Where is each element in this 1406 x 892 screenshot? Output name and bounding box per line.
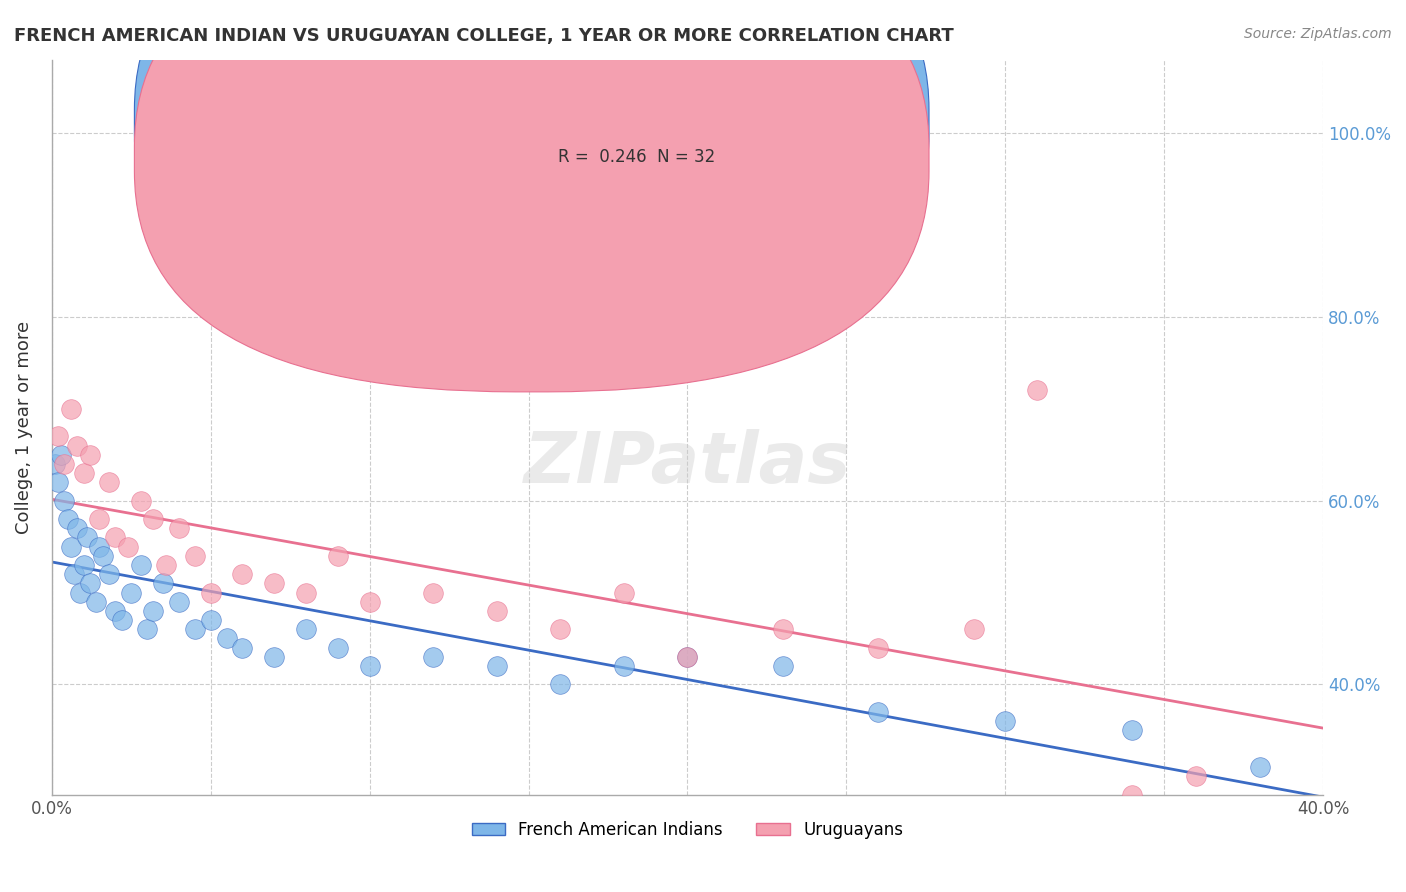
Text: FRENCH AMERICAN INDIAN VS URUGUAYAN COLLEGE, 1 YEAR OR MORE CORRELATION CHART: FRENCH AMERICAN INDIAN VS URUGUAYAN COLL… bbox=[14, 27, 953, 45]
Point bbox=[79, 576, 101, 591]
Point bbox=[184, 549, 207, 563]
Point bbox=[485, 604, 508, 618]
Point bbox=[56, 512, 79, 526]
Point bbox=[994, 714, 1017, 729]
Point bbox=[66, 521, 89, 535]
Text: Source: ZipAtlas.com: Source: ZipAtlas.com bbox=[1244, 27, 1392, 41]
Point bbox=[44, 457, 66, 471]
Point bbox=[152, 576, 174, 591]
Point bbox=[326, 640, 349, 655]
Point bbox=[485, 659, 508, 673]
Point bbox=[1026, 384, 1049, 398]
Point bbox=[231, 640, 253, 655]
Point bbox=[155, 558, 177, 572]
Point bbox=[53, 457, 76, 471]
Point bbox=[142, 604, 165, 618]
Point bbox=[69, 585, 91, 599]
FancyBboxPatch shape bbox=[135, 0, 929, 392]
Point bbox=[295, 623, 318, 637]
Point bbox=[59, 401, 82, 416]
Point bbox=[231, 567, 253, 582]
Point bbox=[72, 466, 94, 480]
Point bbox=[63, 567, 86, 582]
Point bbox=[1249, 760, 1271, 774]
Point bbox=[104, 530, 127, 544]
Point bbox=[120, 585, 142, 599]
Point bbox=[79, 448, 101, 462]
Point bbox=[263, 649, 285, 664]
Point bbox=[142, 512, 165, 526]
Point bbox=[1185, 769, 1208, 783]
Point bbox=[97, 567, 120, 582]
FancyBboxPatch shape bbox=[496, 89, 852, 192]
Point bbox=[868, 640, 890, 655]
Point bbox=[117, 540, 139, 554]
Point bbox=[215, 632, 238, 646]
FancyBboxPatch shape bbox=[135, 0, 929, 355]
Point bbox=[550, 623, 572, 637]
Point bbox=[868, 705, 890, 719]
Point bbox=[772, 623, 794, 637]
Point bbox=[97, 475, 120, 490]
Point bbox=[84, 595, 107, 609]
Point bbox=[167, 521, 190, 535]
Point bbox=[104, 604, 127, 618]
Point bbox=[359, 659, 381, 673]
Point bbox=[676, 649, 699, 664]
Point bbox=[89, 540, 111, 554]
Point bbox=[1121, 788, 1143, 802]
Point bbox=[263, 576, 285, 591]
Point bbox=[136, 623, 159, 637]
Point bbox=[72, 558, 94, 572]
Point bbox=[51, 448, 73, 462]
Point bbox=[550, 677, 572, 691]
Point bbox=[59, 540, 82, 554]
Point bbox=[167, 595, 190, 609]
Point bbox=[613, 659, 636, 673]
Point bbox=[111, 613, 134, 627]
Point bbox=[46, 429, 69, 443]
Point bbox=[184, 623, 207, 637]
Text: ZIPatlas: ZIPatlas bbox=[524, 429, 851, 499]
Text: R =  0.246  N = 32: R = 0.246 N = 32 bbox=[558, 148, 716, 166]
Point bbox=[962, 623, 984, 637]
Point bbox=[772, 659, 794, 673]
Point bbox=[295, 585, 318, 599]
Text: R = -0.409  N = 42: R = -0.409 N = 42 bbox=[558, 111, 716, 128]
Point bbox=[129, 558, 152, 572]
Point bbox=[91, 549, 114, 563]
Point bbox=[200, 585, 222, 599]
Point bbox=[422, 585, 444, 599]
Point bbox=[359, 595, 381, 609]
Point bbox=[326, 549, 349, 563]
Point bbox=[676, 649, 699, 664]
Point bbox=[422, 649, 444, 664]
Point bbox=[129, 493, 152, 508]
Point bbox=[613, 585, 636, 599]
Point bbox=[66, 438, 89, 452]
Point bbox=[200, 613, 222, 627]
Legend: French American Indians, Uruguayans: French American Indians, Uruguayans bbox=[465, 814, 910, 846]
Point bbox=[1121, 723, 1143, 738]
Point bbox=[46, 475, 69, 490]
Point bbox=[76, 530, 98, 544]
Point bbox=[53, 493, 76, 508]
Y-axis label: College, 1 year or more: College, 1 year or more bbox=[15, 320, 32, 533]
Point bbox=[89, 512, 111, 526]
